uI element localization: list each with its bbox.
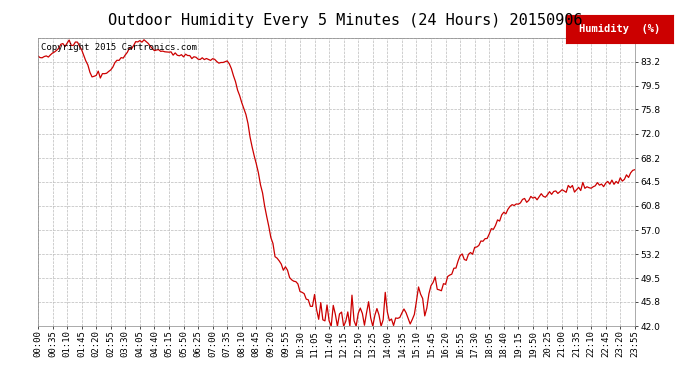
Text: Outdoor Humidity Every 5 Minutes (24 Hours) 20150906: Outdoor Humidity Every 5 Minutes (24 Hou… [108, 13, 582, 28]
Text: Copyright 2015 Cartronics.com: Copyright 2015 Cartronics.com [41, 43, 197, 52]
Text: Humidity  (%): Humidity (%) [579, 24, 660, 34]
